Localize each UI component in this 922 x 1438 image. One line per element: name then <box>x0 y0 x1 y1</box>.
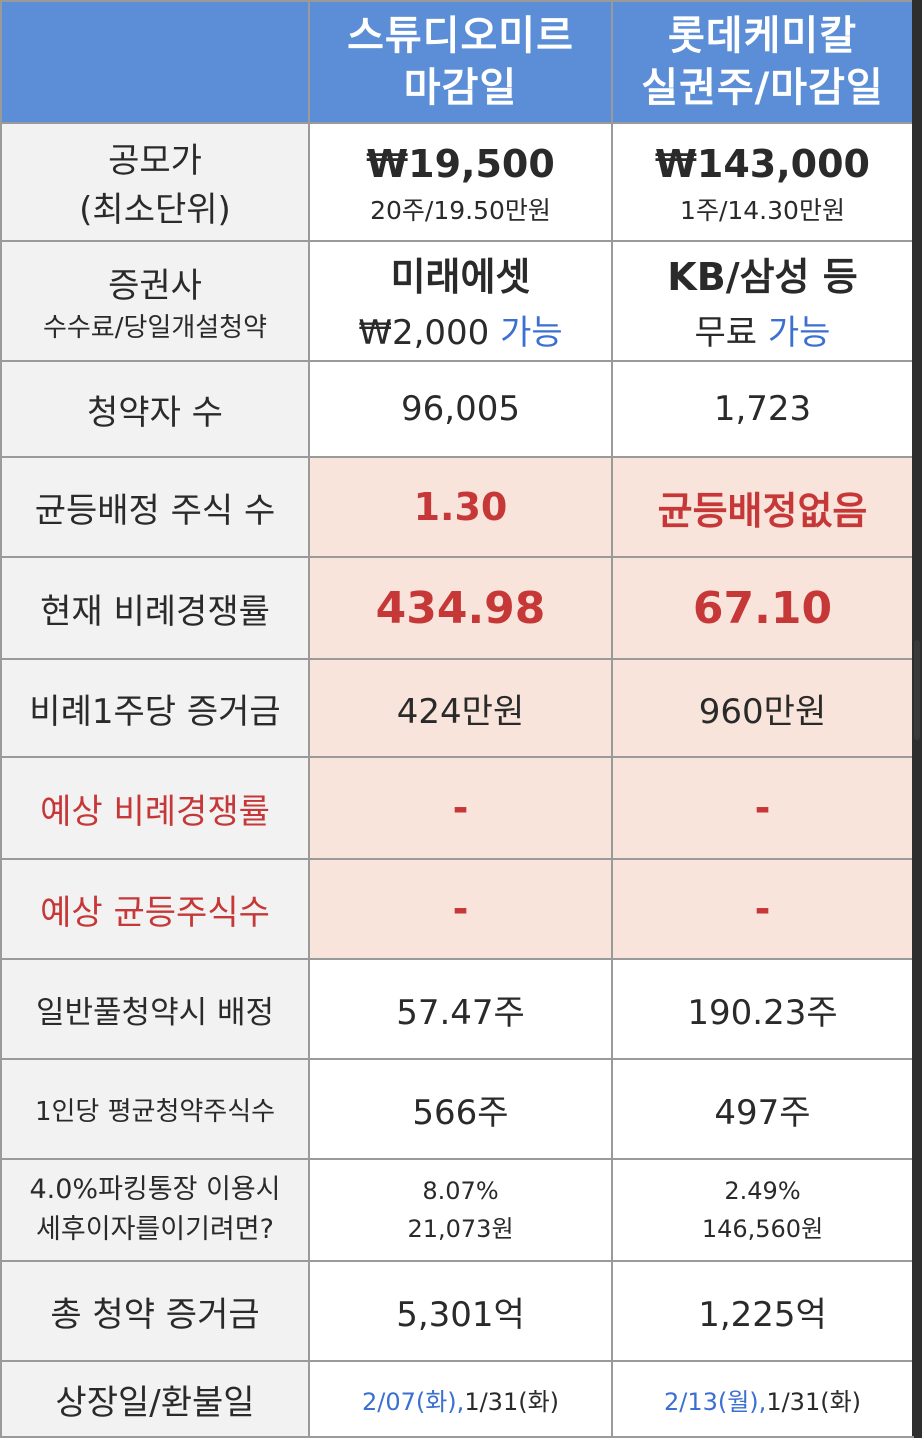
header-lottechem: 롯데케미칼 실권주/마감일 <box>611 0 914 124</box>
row-total-deposit: 총 청약 증거금 5,301억 1,225억 <box>0 1260 914 1362</box>
equal-alloc-col2: 균등배정없음 <box>611 456 914 558</box>
parking-col1-line1: 8.07% <box>422 1177 499 1205</box>
broker-col1-fee: ₩2,000 <box>358 312 490 353</box>
parking-col1: 8.07% 21,073원 <box>308 1158 613 1262</box>
price-col1: ₩19,500 20주/19.50만원 <box>308 122 613 242</box>
full-alloc-col1: 57.47주 <box>308 958 613 1060</box>
row-expected-equal: 예상 균등주식수 - - <box>0 858 914 960</box>
expected-equal-col2: - <box>611 858 914 960</box>
label-broker: 증권사 수수료/당일개설청약 <box>0 240 310 362</box>
total-deposit-col1: 5,301억 <box>308 1260 613 1362</box>
broker-col2-main: KB/삼성 등 <box>667 254 858 299</box>
full-alloc-col2: 190.23주 <box>611 958 914 1060</box>
label-expected-competition: 예상 비례경쟁률 <box>0 756 310 860</box>
listing-col2-refund: 1/31(화) <box>766 1387 862 1416</box>
broker-col1-status: 가능 <box>500 312 563 353</box>
label-avg-shares: 1인당 평균청약주식수 <box>0 1058 310 1160</box>
expected-equal-col1: - <box>308 858 613 960</box>
broker-col1-main: 미래에셋 <box>390 254 531 299</box>
listing-col1: 2/07(화),1/31(화) <box>308 1360 613 1438</box>
label-price-line2: (최소단위) <box>79 190 231 230</box>
row-full-alloc: 일반풀청약시 배정 57.47주 190.23주 <box>0 958 914 1060</box>
row-avg-shares: 1인당 평균청약주식수 566주 497주 <box>0 1058 914 1160</box>
row-broker: 증권사 수수료/당일개설청약 미래에셋 ₩2,000 가능 KB/삼성 등 무료… <box>0 240 914 362</box>
price-col1-sub: 20주/19.50만원 <box>370 196 551 225</box>
listing-col1-refund: 1/31(화) <box>464 1387 560 1416</box>
expected-competition-col2: - <box>611 756 914 860</box>
price-col2-main: ₩143,000 <box>655 142 870 186</box>
label-price: 공모가 (최소단위) <box>0 122 310 242</box>
row-competition: 현재 비례경쟁률 434.98 67.10 <box>0 556 914 660</box>
label-total-deposit: 총 청약 증거금 <box>0 1260 310 1362</box>
applicants-col1: 96,005 <box>308 360 613 458</box>
row-equal-alloc: 균등배정 주식 수 1.30 균등배정없음 <box>0 456 914 558</box>
avg-shares-col1: 566주 <box>308 1058 613 1160</box>
broker-col1: 미래에셋 ₩2,000 가능 <box>308 240 613 362</box>
scrollbar[interactable] <box>912 0 922 1436</box>
label-broker-line2: 수수료/당일개설청약 <box>42 313 268 343</box>
label-competition: 현재 비례경쟁률 <box>0 556 310 660</box>
expected-competition-col1: - <box>308 756 613 860</box>
row-expected-competition: 예상 비례경쟁률 - - <box>0 756 914 860</box>
listing-col1-date: 2/07(화), <box>361 1387 465 1416</box>
label-expected-equal: 예상 균등주식수 <box>0 858 310 960</box>
label-broker-line1: 증권사 <box>108 266 202 306</box>
label-full-alloc: 일반풀청약시 배정 <box>0 958 310 1060</box>
price-col2-sub: 1주/14.30만원 <box>680 196 845 225</box>
broker-col2-status: 가능 <box>767 312 831 353</box>
competition-col1: 434.98 <box>308 556 613 660</box>
header-row: 스튜디오미르 마감일 롯데케미칼 실권주/마감일 <box>0 0 914 124</box>
label-listing: 상장일/환불일 <box>0 1360 310 1438</box>
parking-col1-line2: 21,073원 <box>407 1215 514 1243</box>
deposit-per-share-col2: 960만원 <box>611 658 914 758</box>
broker-col2-fee: 무료 <box>694 312 758 353</box>
label-parking-line1: 4.0%파킹통장 이용시 <box>29 1174 281 1205</box>
broker-col2: KB/삼성 등 무료 가능 <box>611 240 914 362</box>
header-corner-cell <box>0 0 310 124</box>
scrollbar-thumb[interactable] <box>914 640 920 740</box>
listing-col2: 2/13(월),1/31(화) <box>611 1360 914 1438</box>
row-listing: 상장일/환불일 2/07(화),1/31(화) 2/13(월),1/31(화) <box>0 1360 914 1438</box>
header-studiomir: 스튜디오미르 마감일 <box>308 0 613 124</box>
label-parking: 4.0%파킹통장 이용시 세후이자를이기려면? <box>0 1158 310 1262</box>
parking-col2-line2: 146,560원 <box>701 1215 824 1243</box>
header-col2-line1: 롯데케미칼 <box>668 13 857 59</box>
deposit-per-share-col1: 424만원 <box>308 658 613 758</box>
total-deposit-col2: 1,225억 <box>611 1260 914 1362</box>
row-parking: 4.0%파킹통장 이용시 세후이자를이기려면? 8.07% 21,073원 2.… <box>0 1158 914 1262</box>
label-parking-line2: 세후이자를이기려면? <box>36 1214 274 1245</box>
label-equal-alloc: 균등배정 주식 수 <box>0 456 310 558</box>
listing-col2-date: 2/13(월), <box>663 1387 767 1416</box>
row-applicants: 청약자 수 96,005 1,723 <box>0 360 914 458</box>
row-price: 공모가 (최소단위) ₩19,500 20주/19.50만원 ₩143,000 … <box>0 122 914 242</box>
applicants-col2: 1,723 <box>611 360 914 458</box>
header-col1-line2: 마감일 <box>403 65 518 111</box>
avg-shares-col2: 497주 <box>611 1058 914 1160</box>
equal-alloc-col1: 1.30 <box>308 456 613 558</box>
competition-col2: 67.10 <box>611 556 914 660</box>
price-col1-main: ₩19,500 <box>366 142 555 186</box>
row-deposit-per-share: 비례1주당 증거금 424만원 960만원 <box>0 658 914 758</box>
price-col2: ₩143,000 1주/14.30만원 <box>611 122 914 242</box>
label-deposit-per-share: 비례1주당 증거금 <box>0 658 310 758</box>
parking-col2-line1: 2.49% <box>724 1177 801 1205</box>
label-price-line1: 공모가 <box>108 141 202 181</box>
parking-col2: 2.49% 146,560원 <box>611 1158 914 1262</box>
header-col2-line2: 실권주/마감일 <box>641 65 884 111</box>
header-col1-line1: 스튜디오미르 <box>347 13 574 59</box>
label-applicants: 청약자 수 <box>0 360 310 458</box>
